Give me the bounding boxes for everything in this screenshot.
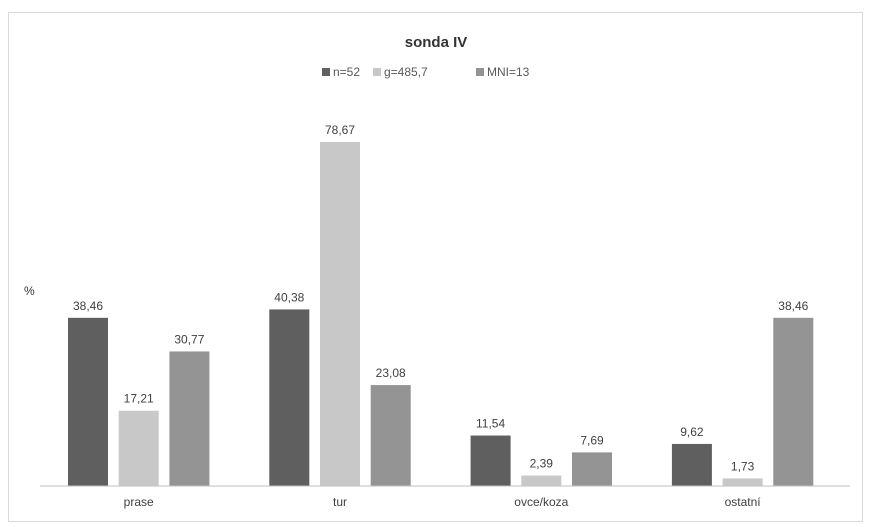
- bar: [671, 443, 712, 486]
- bar: [169, 351, 210, 486]
- legend-swatch: [476, 68, 484, 76]
- data-label: 9,62: [680, 425, 704, 439]
- legend-label: MNI=13: [487, 65, 530, 79]
- data-label: 17,21: [124, 392, 154, 406]
- bar: [118, 410, 159, 486]
- bar: [370, 385, 411, 486]
- x-tick-label: tur: [333, 495, 347, 509]
- legend: n=52 g=485,7 MNI=13: [322, 65, 530, 79]
- bars-group: 38,46 17,21 30,77 40,38 78,67 23,08 11,54 2,39 7…: [68, 123, 814, 486]
- data-label: 7,69: [580, 433, 604, 447]
- bar: [773, 317, 814, 486]
- x-tick-label: prase: [124, 495, 154, 509]
- x-tick-label: ostatní: [725, 495, 762, 509]
- legend-swatch: [373, 68, 381, 76]
- legend-label: g=485,7: [384, 65, 428, 79]
- bar: [68, 317, 108, 486]
- bar: [722, 478, 763, 486]
- legend-swatch: [322, 68, 330, 76]
- chart-frame: [8, 12, 863, 522]
- data-label: 38,46: [73, 299, 103, 313]
- bar: [572, 452, 612, 486]
- data-label: 40,38: [274, 290, 304, 304]
- data-label: 30,77: [174, 332, 204, 346]
- bar: [470, 435, 511, 486]
- data-label: 23,08: [376, 366, 406, 380]
- data-label: 2,39: [530, 457, 554, 471]
- x-tick-label: ovce/koza: [514, 495, 568, 509]
- bar: [269, 309, 310, 486]
- data-label: 11,54: [476, 417, 505, 431]
- bar: [521, 475, 562, 486]
- x-tick-labels: prase tur ovce/koza ostatní: [124, 495, 762, 509]
- data-label: 1,73: [731, 459, 755, 473]
- bar: [320, 142, 360, 486]
- legend-label: n=52: [333, 65, 360, 79]
- data-label: 38,46: [778, 299, 808, 313]
- data-label: 78,67: [325, 123, 355, 137]
- chart-title: sonda IV: [405, 34, 468, 51]
- y-axis-label: %: [24, 284, 35, 298]
